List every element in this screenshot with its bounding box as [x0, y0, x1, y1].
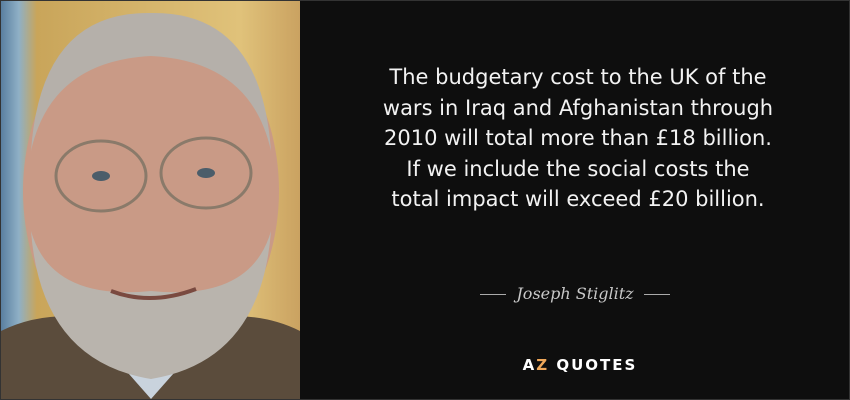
author-photo	[1, 1, 300, 399]
left-dash	[480, 294, 507, 295]
logo-quotes: QUOTES	[549, 356, 638, 374]
logo-z: Z	[536, 356, 550, 374]
author-name[interactable]: Joseph Stiglitz	[516, 284, 634, 303]
quote-line: wars in Iraq and Afghanistan through	[382, 95, 774, 120]
azquotes-logo: AZ QUOTES	[460, 356, 700, 374]
quote-text: The budgetary cost to the UK of the wars…	[318, 62, 838, 215]
author-attribution: Joseph Stiglitz	[470, 284, 680, 303]
quote-line: The budgetary cost to the UK of the	[389, 65, 767, 89]
quote-line: If we include the social costs the	[406, 156, 750, 181]
quote-line: 2010 will total more than £18 billion.	[384, 126, 772, 150]
quote-line: total impact will exceed £20 billion.	[391, 187, 765, 211]
right-dash	[643, 294, 670, 295]
logo-a: A	[522, 356, 537, 374]
